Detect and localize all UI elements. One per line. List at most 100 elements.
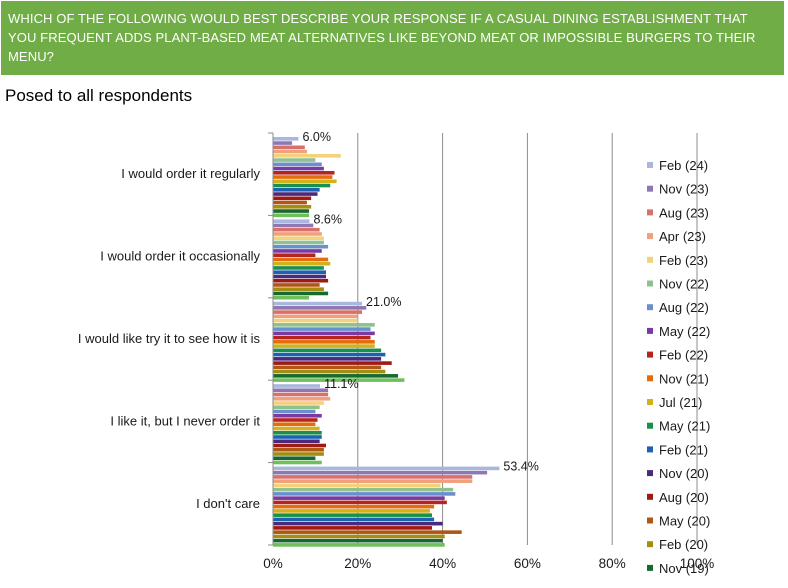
bar (273, 492, 456, 496)
bar (273, 318, 358, 323)
bar (273, 154, 341, 158)
bar (273, 374, 399, 378)
legend-swatch (647, 517, 653, 524)
bar (273, 171, 335, 175)
bar (273, 266, 324, 270)
bar (273, 175, 333, 179)
bar (273, 145, 305, 150)
bar (273, 205, 312, 209)
legend-swatch (647, 280, 653, 287)
bar (273, 213, 310, 218)
legend-swatch (647, 446, 653, 453)
bar (273, 340, 375, 344)
bar (273, 179, 337, 184)
legend-label: Jul (21) (659, 395, 702, 410)
data-label: 8.6% (313, 212, 342, 226)
question-text: WHICH OF THE FOLLOWING WOULD BEST DESCRI… (8, 11, 756, 64)
bar (273, 141, 293, 145)
bar (273, 513, 432, 517)
legend-swatch (647, 185, 653, 192)
bar (273, 401, 324, 405)
category-label: I don't care (196, 496, 260, 511)
bar (273, 149, 307, 154)
legend-swatch (647, 209, 653, 216)
bar (273, 530, 462, 534)
legend-swatch (647, 470, 653, 477)
category-label: I would like try it to see how it is (78, 331, 261, 346)
bar (273, 378, 405, 382)
bar (273, 196, 312, 201)
legend-label: Apr (23) (659, 229, 706, 244)
bar (273, 534, 445, 539)
legend-swatch (647, 422, 653, 429)
bar (273, 310, 363, 314)
legend-swatch (647, 564, 653, 571)
bar (273, 435, 322, 439)
legend-label: Aug (23) (659, 205, 709, 220)
bar (273, 439, 320, 444)
bar (273, 500, 447, 505)
bar (273, 405, 320, 410)
bar (273, 323, 375, 327)
legend-label: May (21) (659, 419, 710, 434)
legend-label: Nov (21) (659, 371, 709, 386)
legend-swatch (647, 541, 653, 548)
bar (273, 335, 371, 340)
bar (273, 422, 316, 427)
bar (273, 509, 430, 513)
category-label: I would order it occasionally (100, 249, 260, 264)
bar (273, 447, 324, 452)
bar (273, 166, 324, 171)
bar (273, 261, 331, 266)
chart-subtitle: Posed to all respondents (5, 86, 193, 105)
legend-swatch (647, 233, 653, 240)
bar (273, 244, 329, 249)
bar (273, 240, 324, 245)
bar (273, 327, 371, 331)
bar (273, 253, 316, 257)
legend-swatch (647, 375, 653, 382)
bar (273, 479, 473, 483)
bar (273, 257, 329, 262)
bar (273, 249, 322, 253)
bar (273, 295, 310, 300)
legend-swatch (647, 327, 653, 334)
data-label: 11.1% (324, 377, 359, 391)
legend-label: Feb (21) (659, 442, 708, 457)
bar (273, 291, 329, 296)
bar (273, 384, 321, 388)
bar (273, 443, 326, 448)
bar (273, 483, 441, 488)
x-tick-label: 0% (263, 556, 283, 571)
bar (273, 369, 386, 374)
bar (273, 521, 443, 526)
bar (273, 517, 435, 522)
x-tick-label: 80% (599, 556, 626, 571)
bar (273, 306, 367, 310)
legend-label: May (22) (659, 324, 710, 339)
bar (273, 388, 329, 393)
bar (273, 301, 363, 306)
bar (273, 543, 445, 547)
bar (273, 475, 473, 479)
bar (273, 418, 318, 422)
bar (273, 526, 432, 530)
x-tick-label: 100% (680, 556, 715, 571)
x-tick-label: 40% (429, 556, 456, 571)
data-label: 53.4% (503, 460, 538, 474)
bar (273, 430, 322, 435)
legend-label: Feb (24) (659, 158, 708, 173)
bar (273, 487, 454, 492)
bar (273, 348, 382, 353)
bar (273, 392, 329, 397)
bar (273, 236, 324, 240)
bar (273, 219, 310, 223)
legend-label: Nov (22) (659, 277, 709, 292)
legend-label: Nov (23) (659, 182, 709, 197)
bar (273, 496, 445, 500)
legend-label: Aug (22) (659, 300, 709, 315)
bar (273, 162, 322, 167)
question-banner: WHICH OF THE FOLLOWING WOULD BEST DESCRI… (1, 1, 784, 75)
legend-label: Nov (20) (659, 466, 709, 481)
